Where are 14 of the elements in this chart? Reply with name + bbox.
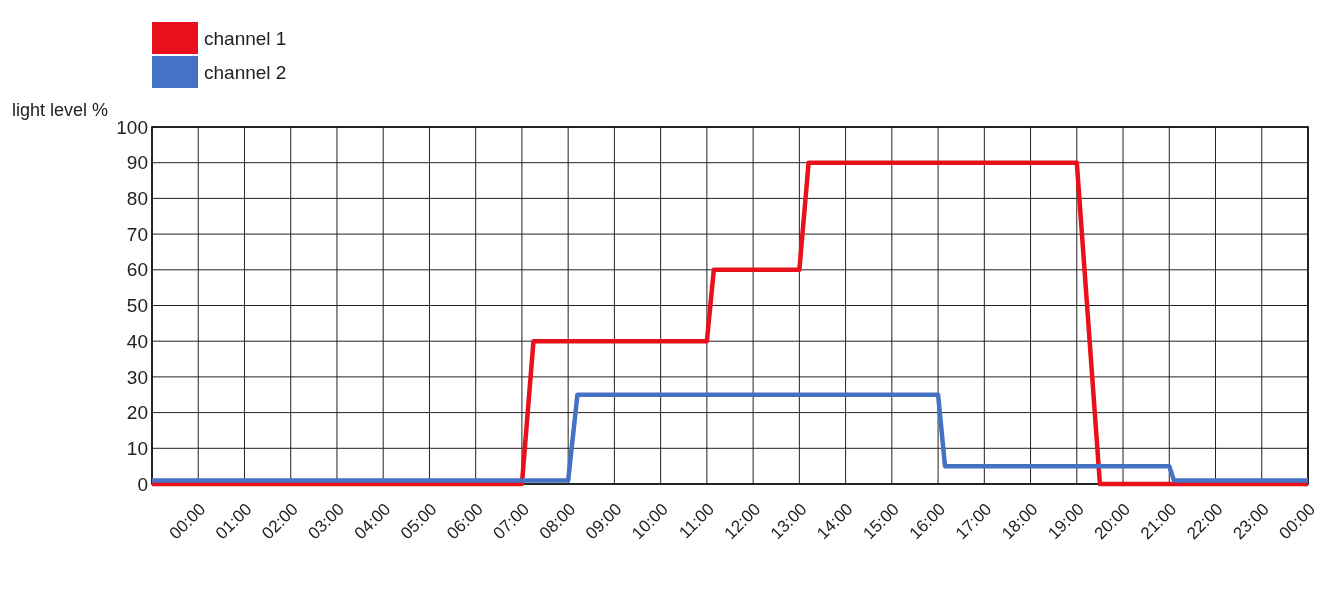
y-tick-label: 0 bbox=[137, 473, 148, 495]
y-tick-label: 70 bbox=[126, 223, 148, 245]
y-tick-label: 30 bbox=[126, 366, 148, 388]
y-tick-label: 80 bbox=[126, 188, 148, 210]
y-tick-label: 90 bbox=[126, 152, 148, 174]
legend-label: channel 2 bbox=[204, 61, 287, 83]
y-tick-label: 20 bbox=[126, 402, 148, 424]
y-tick-label: 100 bbox=[116, 116, 148, 138]
y-axis-title: light level % bbox=[12, 100, 109, 120]
y-tick-label: 50 bbox=[126, 295, 148, 317]
y-tick-label: 10 bbox=[126, 437, 148, 459]
y-tick-label: 60 bbox=[126, 259, 148, 281]
legend-label: channel 1 bbox=[204, 27, 287, 49]
y-tick-label: 40 bbox=[126, 330, 148, 352]
